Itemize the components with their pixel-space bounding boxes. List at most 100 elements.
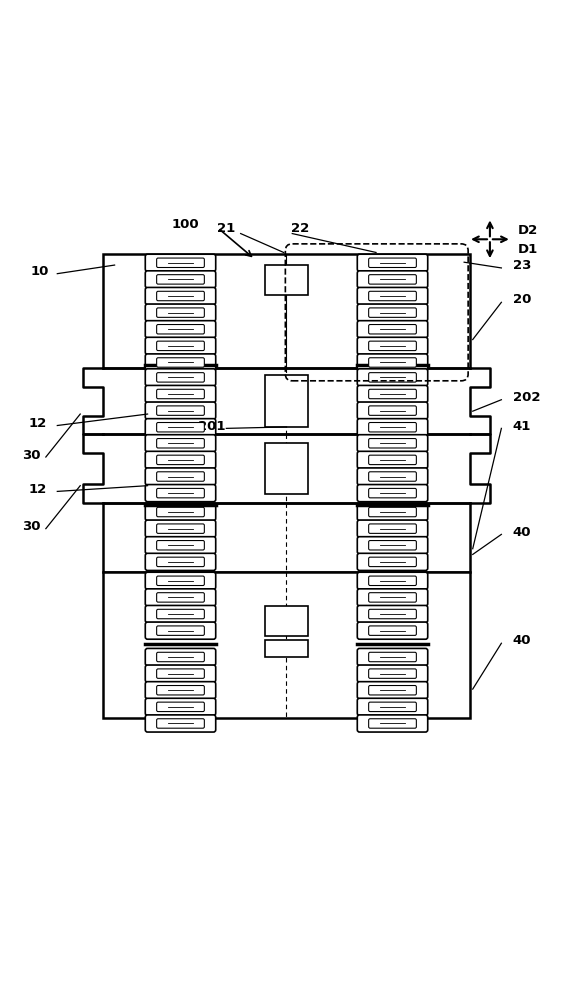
FancyBboxPatch shape: [358, 321, 427, 338]
FancyBboxPatch shape: [358, 572, 427, 589]
FancyBboxPatch shape: [146, 435, 215, 452]
FancyBboxPatch shape: [368, 308, 417, 317]
FancyBboxPatch shape: [368, 576, 417, 586]
FancyBboxPatch shape: [146, 715, 215, 732]
FancyBboxPatch shape: [358, 605, 427, 623]
FancyBboxPatch shape: [358, 254, 427, 271]
FancyBboxPatch shape: [156, 719, 205, 728]
FancyBboxPatch shape: [368, 406, 417, 415]
FancyBboxPatch shape: [146, 682, 215, 699]
FancyBboxPatch shape: [368, 524, 417, 533]
FancyBboxPatch shape: [156, 308, 205, 317]
Text: 41: 41: [513, 420, 531, 433]
FancyBboxPatch shape: [368, 389, 417, 399]
FancyBboxPatch shape: [358, 435, 427, 452]
FancyBboxPatch shape: [156, 258, 205, 267]
FancyBboxPatch shape: [358, 304, 427, 321]
FancyBboxPatch shape: [146, 665, 215, 682]
FancyBboxPatch shape: [358, 287, 427, 305]
FancyBboxPatch shape: [368, 593, 417, 602]
FancyBboxPatch shape: [156, 507, 205, 517]
FancyBboxPatch shape: [368, 358, 417, 367]
FancyBboxPatch shape: [358, 520, 427, 537]
Text: 40: 40: [513, 634, 531, 647]
FancyBboxPatch shape: [156, 541, 205, 550]
FancyBboxPatch shape: [368, 275, 417, 284]
FancyBboxPatch shape: [156, 455, 205, 465]
FancyBboxPatch shape: [156, 626, 205, 635]
FancyBboxPatch shape: [358, 589, 427, 606]
Bar: [265, 375, 308, 427]
FancyBboxPatch shape: [156, 291, 205, 301]
FancyBboxPatch shape: [358, 665, 427, 682]
FancyBboxPatch shape: [358, 369, 427, 386]
FancyBboxPatch shape: [146, 385, 215, 403]
FancyBboxPatch shape: [146, 622, 215, 639]
FancyBboxPatch shape: [146, 698, 215, 715]
Bar: [265, 443, 308, 494]
FancyBboxPatch shape: [368, 291, 417, 301]
FancyBboxPatch shape: [368, 439, 417, 448]
Text: 22: 22: [291, 222, 309, 235]
FancyBboxPatch shape: [146, 271, 215, 288]
FancyBboxPatch shape: [156, 275, 205, 284]
FancyBboxPatch shape: [358, 682, 427, 699]
FancyBboxPatch shape: [358, 503, 427, 521]
FancyBboxPatch shape: [146, 520, 215, 537]
Bar: [265, 265, 308, 295]
FancyBboxPatch shape: [156, 406, 205, 415]
FancyBboxPatch shape: [146, 419, 215, 436]
Text: D1: D1: [517, 243, 537, 256]
Text: 201: 201: [198, 420, 226, 433]
Text: 23: 23: [513, 259, 531, 272]
FancyBboxPatch shape: [368, 488, 417, 498]
FancyBboxPatch shape: [368, 626, 417, 635]
FancyBboxPatch shape: [368, 541, 417, 550]
FancyBboxPatch shape: [368, 472, 417, 481]
FancyBboxPatch shape: [146, 287, 215, 305]
FancyBboxPatch shape: [358, 553, 427, 570]
FancyBboxPatch shape: [358, 468, 427, 485]
FancyBboxPatch shape: [156, 389, 205, 399]
FancyBboxPatch shape: [368, 557, 417, 567]
Text: 12: 12: [28, 417, 46, 430]
FancyBboxPatch shape: [156, 358, 205, 367]
FancyBboxPatch shape: [156, 423, 205, 432]
FancyBboxPatch shape: [368, 702, 417, 712]
FancyBboxPatch shape: [156, 593, 205, 602]
FancyBboxPatch shape: [368, 686, 417, 695]
FancyBboxPatch shape: [368, 455, 417, 465]
FancyBboxPatch shape: [156, 652, 205, 662]
FancyBboxPatch shape: [146, 254, 215, 271]
FancyBboxPatch shape: [156, 439, 205, 448]
FancyBboxPatch shape: [146, 503, 215, 521]
FancyBboxPatch shape: [156, 576, 205, 586]
FancyBboxPatch shape: [156, 702, 205, 712]
FancyBboxPatch shape: [368, 652, 417, 662]
FancyBboxPatch shape: [146, 537, 215, 554]
FancyBboxPatch shape: [146, 648, 215, 666]
Bar: [103, 254, 470, 368]
FancyBboxPatch shape: [156, 341, 205, 351]
Bar: [265, 640, 308, 657]
Bar: [265, 606, 308, 636]
Text: 30: 30: [22, 449, 41, 462]
FancyBboxPatch shape: [358, 648, 427, 666]
FancyBboxPatch shape: [156, 686, 205, 695]
FancyBboxPatch shape: [358, 419, 427, 436]
FancyBboxPatch shape: [368, 507, 417, 517]
Text: 21: 21: [217, 222, 236, 235]
FancyBboxPatch shape: [358, 622, 427, 639]
FancyBboxPatch shape: [358, 337, 427, 354]
FancyBboxPatch shape: [368, 341, 417, 351]
Text: 20: 20: [513, 293, 531, 306]
FancyBboxPatch shape: [358, 354, 427, 371]
FancyBboxPatch shape: [146, 354, 215, 371]
FancyBboxPatch shape: [146, 605, 215, 623]
FancyBboxPatch shape: [368, 258, 417, 267]
FancyBboxPatch shape: [358, 698, 427, 715]
FancyBboxPatch shape: [358, 402, 427, 419]
FancyBboxPatch shape: [146, 402, 215, 419]
FancyBboxPatch shape: [368, 609, 417, 619]
FancyBboxPatch shape: [358, 715, 427, 732]
